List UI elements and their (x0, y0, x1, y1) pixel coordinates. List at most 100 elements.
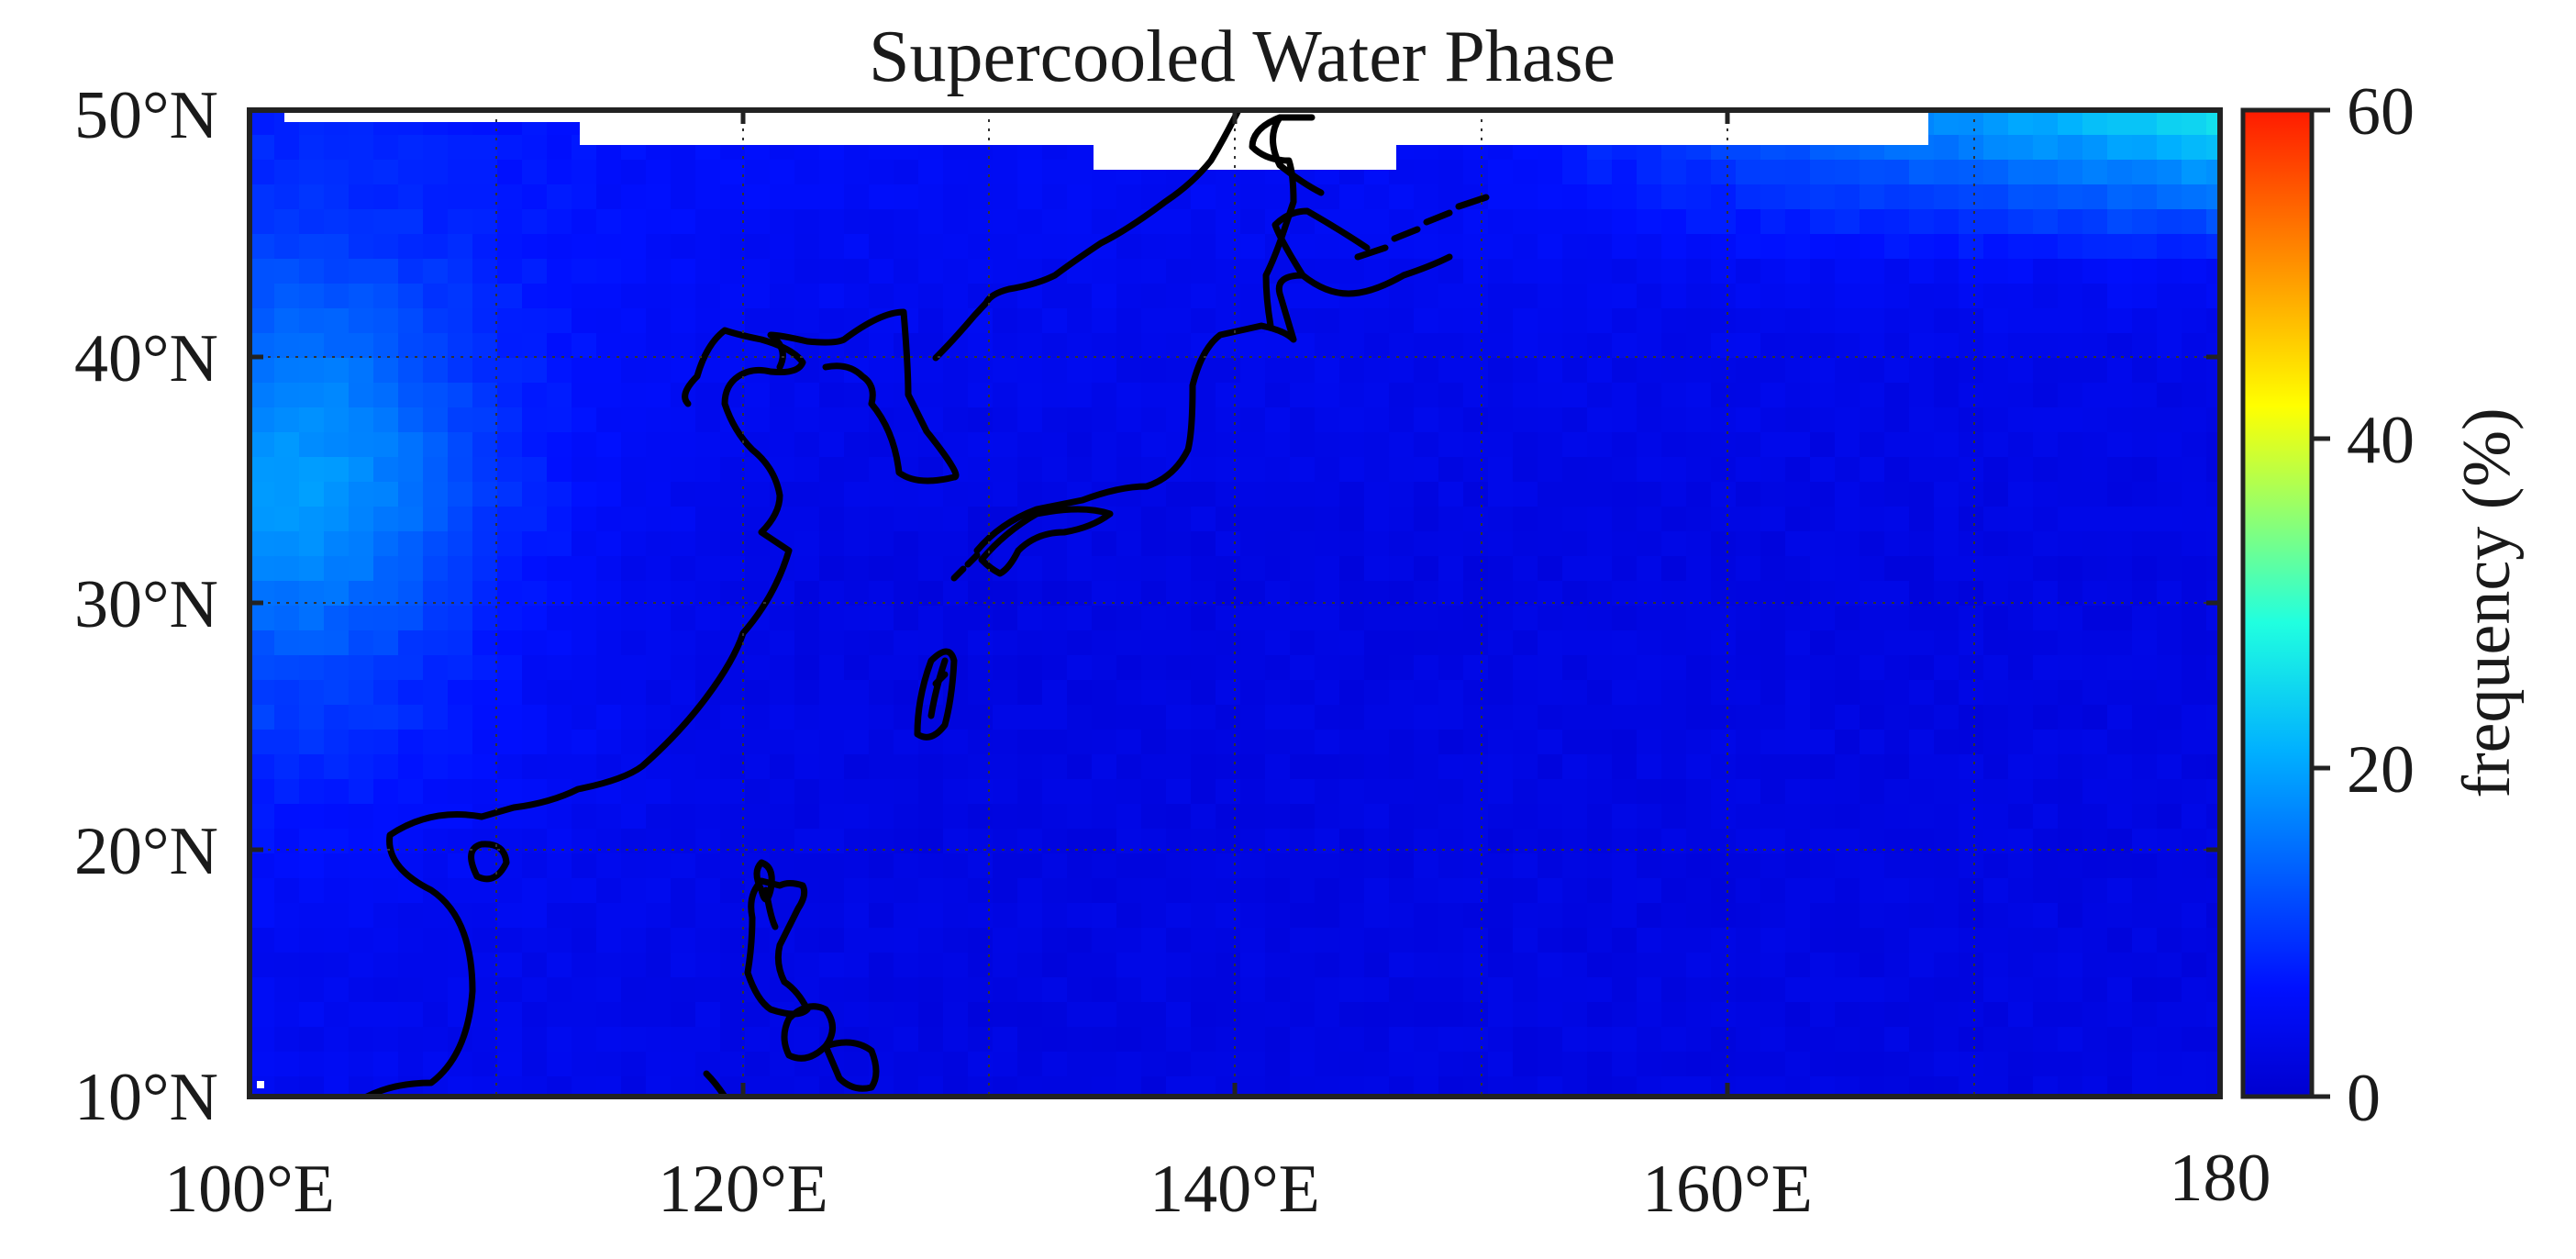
frequency-cell (1736, 259, 1761, 284)
frequency-cell (869, 160, 894, 185)
frequency-cell (1438, 878, 1464, 904)
frequency-cell (522, 234, 548, 260)
frequency-cell (1067, 457, 1093, 483)
frequency-cell (1438, 507, 1464, 532)
frequency-cell (1711, 655, 1737, 681)
frequency-cell (1315, 853, 1340, 879)
frequency-cell (1686, 209, 1712, 235)
frequency-cell (671, 606, 696, 631)
frequency-cell (1760, 928, 1786, 953)
frequency-cell (1265, 1002, 1291, 1028)
frequency-cell (1860, 1052, 1885, 1077)
frequency-cell (1315, 754, 1340, 780)
frequency-cell (2082, 482, 2108, 507)
frequency-cell (1810, 829, 1836, 854)
frequency-cell (1538, 184, 1563, 210)
frequency-cell (1414, 754, 1439, 780)
frequency-cell (1339, 531, 1365, 557)
frequency-cell (1116, 1027, 1142, 1053)
frequency-cell (596, 606, 622, 631)
frequency-cell (1290, 432, 1316, 458)
frequency-cell (1983, 383, 2009, 408)
frequency-cell (1760, 878, 1786, 904)
frequency-cell (1067, 878, 1093, 904)
frequency-cell (1166, 878, 1192, 904)
frequency-cell (472, 407, 498, 433)
frequency-cell (572, 630, 597, 656)
frequency-cell (1760, 234, 1786, 260)
frequency-cell (398, 730, 424, 755)
frequency-cell (1736, 383, 1761, 408)
frequency-cell (671, 853, 696, 879)
frequency-cell (1067, 705, 1093, 730)
frequency-cell (1364, 977, 1390, 1003)
frequency-cell (1141, 928, 1167, 953)
frequency-cell (1587, 953, 1613, 978)
frequency-cell (299, 754, 325, 780)
frequency-cell (943, 284, 969, 309)
frequency-cell (819, 383, 845, 408)
frequency-cell (1265, 730, 1291, 755)
frequency-cell (1562, 1027, 1588, 1053)
frequency-cell (398, 531, 424, 557)
frequency-cell (423, 853, 449, 879)
frequency-cell (1983, 804, 2009, 830)
frequency-cell (596, 853, 622, 879)
frequency-cell (349, 1002, 374, 1028)
coastlines (363, 110, 1490, 1097)
frequency-cell (1637, 878, 1662, 904)
frequency-cell (1983, 630, 2009, 656)
frequency-cell (2206, 160, 2220, 185)
frequency-cell (1785, 853, 1811, 879)
frequency-cell (894, 482, 919, 507)
frequency-cell (1240, 804, 1266, 830)
frequency-cell (423, 754, 449, 780)
frequency-cell (1860, 160, 1885, 185)
frequency-cell (2182, 432, 2207, 458)
frequency-cell (1463, 507, 1489, 532)
frequency-cell (720, 606, 746, 631)
frequency-cell (1909, 705, 1935, 730)
frequency-cell (274, 928, 300, 953)
frequency-cell (250, 804, 275, 830)
frequency-cell (2107, 308, 2133, 334)
frequency-cell (671, 928, 696, 953)
frequency-cell (1983, 284, 2009, 309)
frequency-cell (299, 630, 325, 656)
frequency-cell (968, 407, 994, 433)
frequency-cell (671, 184, 696, 210)
frequency-cell (1661, 407, 1687, 433)
frequency-cell (2132, 531, 2158, 557)
frequency-cell (794, 284, 820, 309)
frequency-cell (1686, 1002, 1712, 1028)
frequency-cell (448, 184, 473, 210)
frequency-cell (1290, 977, 1316, 1003)
frequency-cell (1290, 383, 1316, 408)
frequency-cell (1042, 234, 1068, 260)
frequency-cell (745, 1076, 771, 1097)
frequency-cell (1092, 358, 1117, 384)
frequency-cell (299, 903, 325, 929)
frequency-cell (398, 680, 424, 706)
frequency-cell (373, 333, 399, 359)
frequency-cell (646, 606, 672, 631)
frequency-cell (324, 928, 350, 953)
frequency-cell (1290, 606, 1316, 631)
frequency-cell (596, 160, 622, 185)
frequency-cell (646, 853, 672, 879)
frequency-cell (1463, 630, 1489, 656)
frequency-cell (2182, 160, 2207, 185)
frequency-cell (1042, 853, 1068, 879)
frequency-cell (299, 1002, 325, 1028)
frequency-cell (1686, 432, 1712, 458)
frequency-cell (2182, 482, 2207, 507)
frequency-cell (2206, 754, 2220, 780)
frequency-cell (1513, 284, 1538, 309)
frequency-cell (1785, 234, 1811, 260)
frequency-cell (1835, 606, 1860, 631)
frequency-cell (1067, 556, 1093, 582)
frequency-cell (1612, 730, 1638, 755)
frequency-cell (1315, 730, 1340, 755)
frequency-cell (869, 655, 894, 681)
frequency-cell (646, 655, 672, 681)
